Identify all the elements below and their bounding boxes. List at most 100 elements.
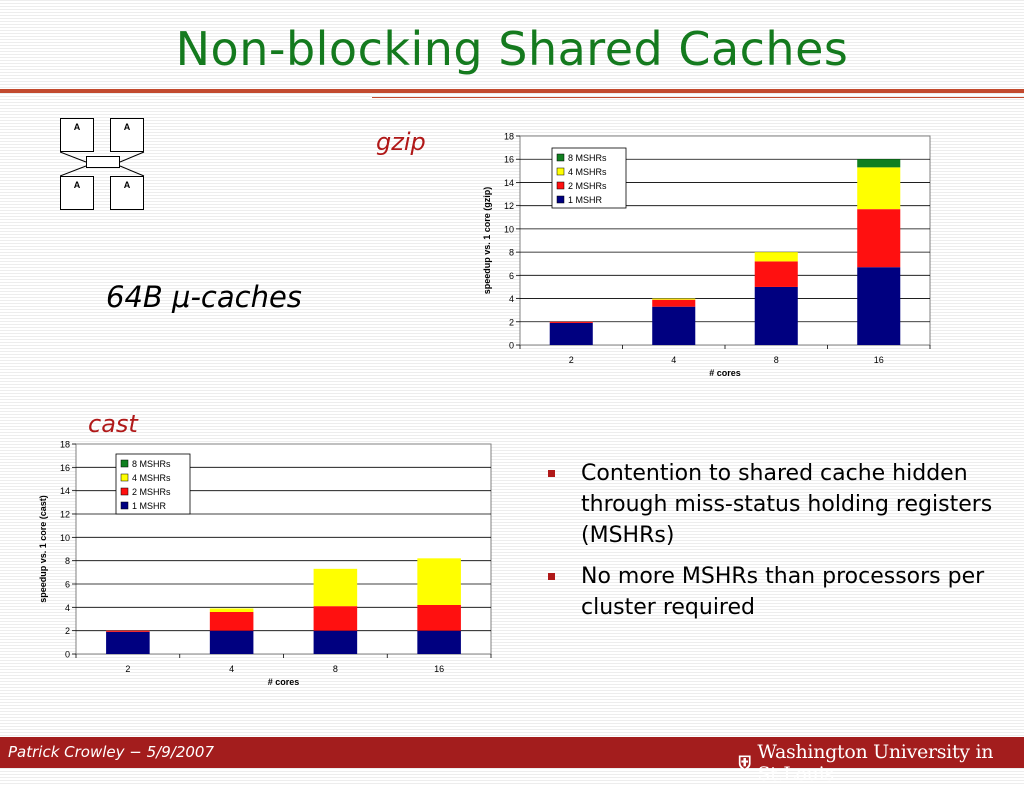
bar-segment <box>549 321 593 323</box>
cast-label: cast <box>88 410 138 438</box>
x-axis-title: # cores <box>268 677 300 687</box>
y-axis-title: speedup vs. 1 core (cast) <box>38 495 48 603</box>
x-tick-label: 16 <box>874 355 884 365</box>
legend-swatch <box>120 473 129 482</box>
bullet-item: Contention to shared cache hidden throug… <box>548 458 1008 551</box>
legend-label: 1 MSHR <box>568 195 603 205</box>
bar-segment <box>209 608 254 612</box>
x-tick-label: 2 <box>569 355 574 365</box>
y-tick-label: 8 <box>65 556 70 566</box>
bar-segment <box>313 606 358 631</box>
processor-box: A <box>110 176 144 210</box>
bullet-text: No more MSHRs than processors per cluste… <box>581 564 985 620</box>
x-tick-label: 8 <box>333 664 338 674</box>
cast-chart: 0 2 4 6 8 10 12 14 16 18 2 4 8 16 # cores speedup vs. 1… <box>36 436 506 702</box>
bar-segment <box>417 605 461 631</box>
cluster-diagram: A A A A <box>60 116 150 212</box>
bar-segment <box>417 558 461 605</box>
bullet-text: Contention to shared cache hidden throug… <box>581 461 993 548</box>
bullet-list: Contention to shared cache hidden throug… <box>548 458 1008 633</box>
legend-swatch <box>556 181 565 190</box>
bar-segment <box>417 630 461 654</box>
diagram-links <box>60 151 145 177</box>
x-tick-label: 4 <box>671 355 676 365</box>
y-tick-label: 0 <box>65 650 70 660</box>
x-tick-label: 2 <box>125 664 130 674</box>
gzip-label: gzip <box>376 128 426 156</box>
bar-segment <box>754 252 798 262</box>
y-tick-label: 8 <box>509 248 514 258</box>
y-tick-label: 2 <box>65 626 70 636</box>
y-tick-label: 18 <box>504 132 514 142</box>
caches-label: 64B μ-caches <box>106 280 302 314</box>
legend-label: 8 MSHRs <box>132 459 171 469</box>
legend-box <box>115 453 191 515</box>
x-tick-label: 16 <box>434 664 444 674</box>
legend-swatch <box>120 487 129 496</box>
bar-segment <box>652 306 696 345</box>
bullet-square-icon <box>548 470 555 477</box>
y-tick-label: 12 <box>60 510 70 520</box>
bar-segment <box>209 612 254 631</box>
y-tick-label: 6 <box>65 580 70 590</box>
bar-segment <box>106 630 150 632</box>
legend-swatch <box>556 153 565 162</box>
y-axis-title: speedup vs. 1 core (gzip) <box>482 187 492 295</box>
y-tick-label: 2 <box>509 317 514 327</box>
bullet-square-icon <box>548 573 555 580</box>
university-name: Washington University in St.Louis <box>757 741 994 785</box>
y-tick-label: 0 <box>509 341 514 351</box>
y-tick-label: 10 <box>504 224 514 234</box>
y-tick-label: 14 <box>504 178 514 188</box>
bar-segment <box>209 630 254 654</box>
gzip-chart: 0 2 4 6 8 10 12 14 16 18 2 4 8 16 # cores speedup vs. 1… <box>474 128 944 388</box>
bar-segment <box>652 298 696 300</box>
bar-segment <box>106 631 150 654</box>
bullet-item: No more MSHRs than processors per cluste… <box>548 561 1008 623</box>
y-tick-label: 4 <box>509 294 514 304</box>
shield-icon <box>738 755 751 771</box>
legend-swatch <box>120 459 129 468</box>
slide-title: Non-blocking Shared Caches <box>175 22 849 76</box>
bar-segment <box>313 568 358 607</box>
y-tick-label: 16 <box>504 155 514 165</box>
footer-bar: Patrick Crowley − 5/9/2007 Washington Un… <box>0 737 1024 785</box>
legend-swatch <box>120 501 129 510</box>
legend-label: 8 MSHRs <box>568 153 607 163</box>
shared-cache-box <box>86 156 120 168</box>
bar-segment <box>313 630 358 654</box>
x-tick-label: 4 <box>229 664 234 674</box>
legend-label: 2 MSHRs <box>132 487 171 497</box>
bar-segment <box>754 286 798 345</box>
processor-box: A <box>110 118 144 152</box>
bar-segment <box>857 267 901 345</box>
processor-box: A <box>60 176 94 210</box>
bar-segment <box>857 209 901 268</box>
x-axis-title: # cores <box>709 368 741 378</box>
legend-box <box>551 147 627 209</box>
y-tick-label: 6 <box>509 271 514 281</box>
legend-swatch <box>556 167 565 176</box>
title-divider-thin <box>372 97 1024 98</box>
y-tick-label: 16 <box>60 463 70 473</box>
cast-chart-svg: 0 2 4 6 8 10 12 14 16 18 2 4 8 16 # cores speedup vs. 1… <box>38 440 492 687</box>
bar-segment <box>754 261 798 287</box>
processor-box: A <box>60 118 94 152</box>
legend-label: 1 MSHR <box>132 501 167 511</box>
y-tick-label: 14 <box>60 486 70 496</box>
bar-segment <box>857 159 901 168</box>
legend-label: 4 MSHRs <box>568 167 607 177</box>
y-tick-label: 4 <box>65 603 70 613</box>
gzip-chart-svg: 0 2 4 6 8 10 12 14 16 18 2 4 8 16 # cores speedup vs. 1… <box>482 132 931 378</box>
y-tick-label: 10 <box>60 533 70 543</box>
bar-segment <box>652 299 696 307</box>
legend-label: 2 MSHRs <box>568 181 607 191</box>
title-divider <box>0 89 1024 93</box>
y-tick-label: 12 <box>504 201 514 211</box>
bar-segment <box>549 322 593 345</box>
legend-label: 4 MSHRs <box>132 473 171 483</box>
footer-author: Patrick Crowley − 5/9/2007 <box>8 743 214 761</box>
x-tick-label: 8 <box>774 355 779 365</box>
y-tick-label: 18 <box>60 440 70 450</box>
bar-segment <box>857 167 901 210</box>
